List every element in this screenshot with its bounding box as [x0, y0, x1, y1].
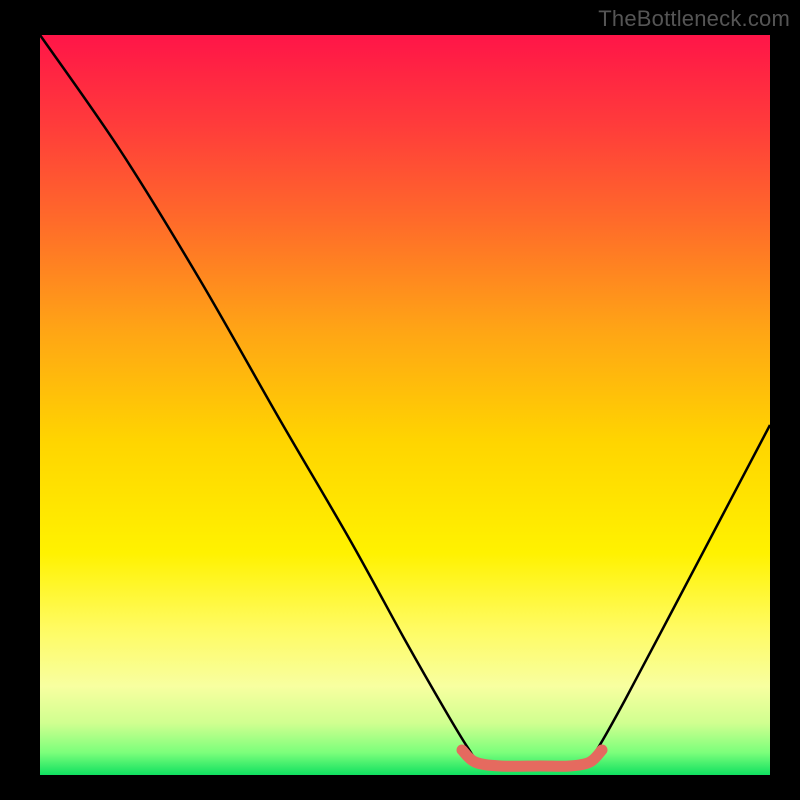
bottleneck-chart: [0, 0, 800, 800]
plot-background: [40, 35, 770, 775]
watermark-text: TheBottleneck.com: [598, 6, 790, 32]
